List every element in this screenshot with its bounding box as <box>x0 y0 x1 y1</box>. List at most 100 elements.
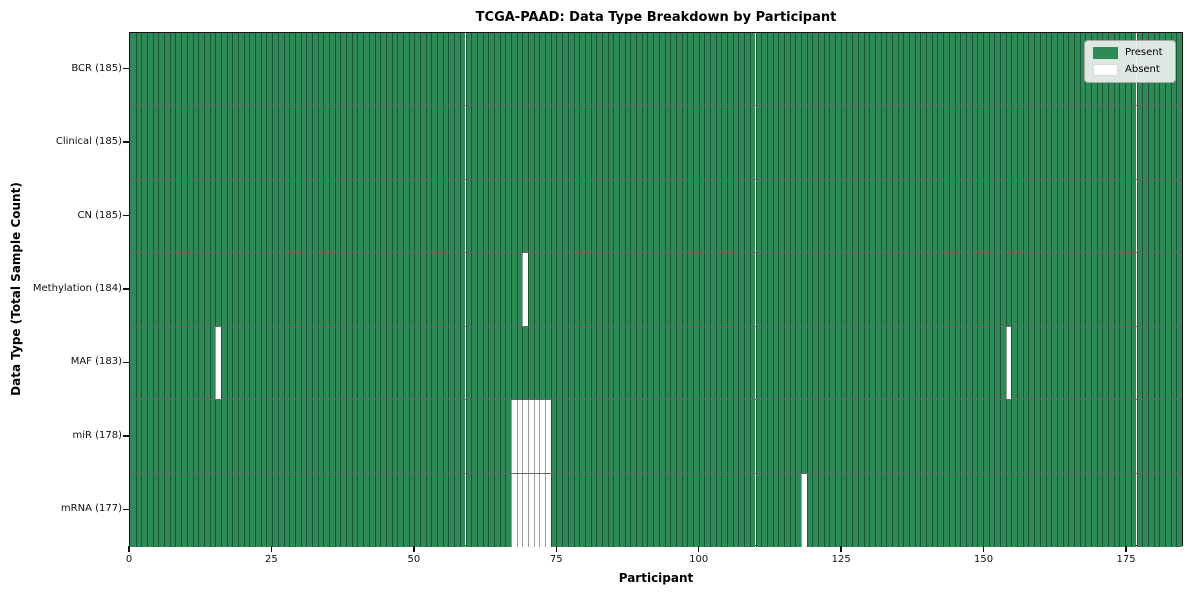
present-cell <box>300 33 307 106</box>
present-cell <box>812 253 819 326</box>
present-cell <box>1130 473 1137 547</box>
present-cell <box>880 106 887 179</box>
present-cell <box>238 106 244 179</box>
present-cell <box>249 179 256 253</box>
present-cell <box>886 473 892 547</box>
present-cell <box>556 106 563 179</box>
present-cell <box>317 400 324 473</box>
present-cell <box>835 473 841 547</box>
present-cell <box>1062 253 1069 326</box>
present-cell <box>772 179 779 253</box>
present-cell <box>1136 473 1143 547</box>
present-cell <box>687 400 693 473</box>
present-cell <box>266 179 273 253</box>
present-cell <box>1125 400 1131 473</box>
present-cell <box>374 179 381 253</box>
present-cell <box>1085 473 1091 547</box>
present-cell <box>482 400 489 473</box>
present-cell <box>1176 253 1182 326</box>
present-cell <box>1062 179 1069 253</box>
x-tick-label: 125 <box>831 554 851 565</box>
present-cell <box>982 326 989 400</box>
present-cell <box>1022 400 1029 473</box>
present-cell <box>573 179 580 253</box>
present-cell <box>545 33 551 106</box>
present-cell <box>1028 473 1035 547</box>
present-cell <box>334 33 341 106</box>
present-cell <box>710 33 716 106</box>
present-cell <box>960 253 966 326</box>
present-cell <box>368 253 375 326</box>
x-tick-label: 25 <box>265 554 278 565</box>
present-cell <box>550 253 557 326</box>
present-cell <box>505 326 511 400</box>
present-cell <box>169 33 176 106</box>
present-cell <box>1022 473 1029 547</box>
present-cell <box>783 106 790 179</box>
present-cell <box>323 33 329 106</box>
present-cell <box>459 326 466 400</box>
present-cell <box>852 33 858 106</box>
present-cell <box>130 253 136 326</box>
present-cell <box>778 473 784 547</box>
present-cell <box>732 400 739 473</box>
present-cell <box>311 33 318 106</box>
present-cell <box>584 326 591 400</box>
present-cell <box>363 400 369 473</box>
present-cell <box>596 326 602 400</box>
present-cell <box>749 400 756 473</box>
present-cell <box>653 253 659 326</box>
present-cell <box>181 326 187 400</box>
present-cell <box>465 253 472 326</box>
present-cell <box>323 400 329 473</box>
present-cell <box>164 326 170 400</box>
present-cell <box>465 106 472 179</box>
present-cell <box>778 253 784 326</box>
present-cell <box>249 473 256 547</box>
present-cell <box>874 106 881 179</box>
present-cell <box>880 473 887 547</box>
present-cell <box>977 326 983 400</box>
present-cell <box>687 473 693 547</box>
present-cell <box>545 179 551 253</box>
present-cell <box>340 400 347 473</box>
present-cell <box>311 253 318 326</box>
present-cell <box>647 179 654 253</box>
present-cell <box>954 326 961 400</box>
present-cell <box>1113 326 1120 400</box>
present-cell <box>203 400 210 473</box>
present-cell <box>209 473 216 547</box>
present-cell <box>613 253 620 326</box>
present-cell <box>505 106 511 179</box>
present-cell <box>351 253 358 326</box>
present-cell <box>920 106 927 179</box>
present-cell <box>1091 253 1097 326</box>
present-cell <box>158 400 165 473</box>
present-cell <box>852 106 858 179</box>
present-cell <box>891 179 898 253</box>
present-cell <box>613 179 620 253</box>
present-cell <box>897 106 904 179</box>
present-cell <box>977 179 983 253</box>
present-cell <box>601 326 608 400</box>
present-cell <box>704 179 710 253</box>
present-cell <box>192 473 199 547</box>
present-cell <box>994 106 1001 179</box>
present-cell <box>579 326 585 400</box>
present-cell <box>749 253 756 326</box>
present-cell <box>1164 400 1171 473</box>
present-cell <box>806 253 813 326</box>
present-cell <box>988 33 995 106</box>
present-cell <box>465 179 472 253</box>
present-cell <box>266 33 273 106</box>
present-cell <box>965 400 972 473</box>
present-cell <box>727 326 733 400</box>
present-cell <box>948 473 955 547</box>
present-cell <box>846 400 853 473</box>
present-cell <box>516 179 523 253</box>
present-cell <box>1153 473 1160 547</box>
present-cell <box>596 33 602 106</box>
legend-label-absent: Absent <box>1125 64 1160 75</box>
present-cell <box>510 253 517 326</box>
present-cell <box>1000 106 1006 179</box>
